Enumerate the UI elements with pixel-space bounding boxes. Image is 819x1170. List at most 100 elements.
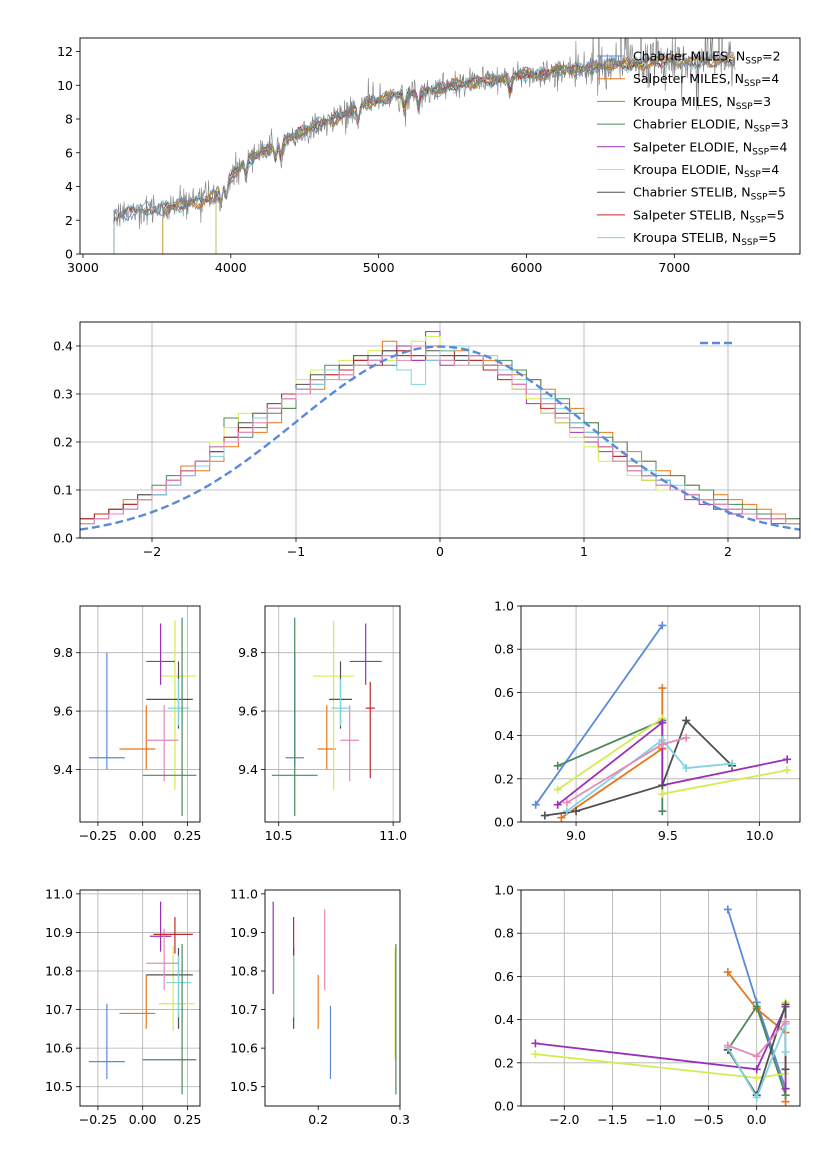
point-marker <box>723 1041 732 1050</box>
y-tick-label: 8 <box>65 112 73 127</box>
error-point <box>119 974 156 1029</box>
point-marker <box>781 1065 790 1074</box>
point-marker <box>752 1093 761 1102</box>
x-tick-label: −0.25 <box>79 828 117 843</box>
point-marker <box>531 1050 540 1059</box>
point-marker <box>783 755 792 764</box>
plot-area <box>113 38 736 254</box>
panel-z_weight: −2.0 −1.5 −1.0 −0.5 0.0 0.0 0.2 0.4 0.6 0.8 1.0 <box>494 883 801 1127</box>
x-tick-label: 9.0 <box>566 828 586 843</box>
error-point <box>146 661 193 729</box>
gaussian-curve <box>80 345 800 531</box>
x-tick-label: 0.25 <box>174 828 202 843</box>
y-tick-label: 10.9 <box>45 925 73 940</box>
error-point <box>119 705 156 770</box>
y-tick-label: 0.6 <box>494 969 514 984</box>
error-point <box>340 705 359 782</box>
point-marker <box>783 766 792 775</box>
point-marker <box>781 1048 790 1056</box>
plot-area <box>88 901 197 1095</box>
error-point <box>146 705 179 782</box>
y-tick-label: 0.1 <box>53 483 73 498</box>
error-point <box>88 652 125 770</box>
y-tick-label: 4 <box>65 179 73 194</box>
histogram-series <box>80 345 800 525</box>
x-tick-label: −0.25 <box>79 1112 117 1127</box>
point-marker <box>723 905 732 914</box>
point-marker <box>531 1039 540 1048</box>
y-tick-label: 10.6 <box>230 1041 258 1056</box>
y-tick-label: 0.4 <box>53 339 73 354</box>
error-point <box>167 678 190 726</box>
point-marker <box>658 740 667 749</box>
plot-area <box>272 901 397 1095</box>
plot-area <box>271 617 382 817</box>
y-tick-label: 1.0 <box>494 883 514 898</box>
x-tick-label: 0.00 <box>129 828 157 843</box>
axes-frame <box>79 37 801 255</box>
panel-age_weight: 9.0 9.5 10.0 0.0 0.2 0.4 0.6 0.8 1.0 <box>494 599 801 843</box>
x-tick-label: 0.3 <box>390 1112 410 1127</box>
error-point <box>153 917 193 954</box>
observed-spectrum <box>113 38 736 230</box>
axes-frame <box>264 889 401 1107</box>
x-tick-label: 0.25 <box>174 1112 202 1127</box>
legend-entry: Kroupa MILES, NSSP=3 <box>633 94 771 112</box>
error-point <box>88 1003 125 1079</box>
point-marker <box>553 761 562 770</box>
y-tick-label: 10.9 <box>230 925 258 940</box>
legend: Chabrier MILES, NSSP=2 Salpeter MILES, NS… <box>597 49 789 248</box>
y-tick-label: 2 <box>65 213 73 228</box>
y-tick-label: 10.7 <box>45 1002 73 1017</box>
x-tick-label: −2 <box>143 544 161 559</box>
weight-series <box>534 624 664 806</box>
y-tick-label: 0.2 <box>494 1055 514 1070</box>
y-tick-label: 0.8 <box>494 926 514 941</box>
point-marker <box>658 718 667 727</box>
weight-series <box>727 1023 787 1100</box>
point-marker <box>752 1002 761 1011</box>
y-tick-label: 0.3 <box>53 387 73 402</box>
y-tick-label: 0.0 <box>494 1099 514 1114</box>
point-marker <box>658 684 667 693</box>
y-tick-label: 10.6 <box>45 1041 73 1056</box>
y-tick-label: 11.0 <box>230 886 258 901</box>
legend-entry: Kroupa STELIB, NSSP=5 <box>633 230 777 248</box>
x-tick-label: 0.0 <box>747 1112 767 1127</box>
x-tick-label: −1.0 <box>645 1112 675 1127</box>
point-marker <box>682 716 691 725</box>
y-tick-label: 10.5 <box>45 1079 73 1094</box>
y-tick-label: 11.0 <box>45 886 73 901</box>
error-point <box>158 945 195 1031</box>
y-tick-label: 9.4 <box>238 762 258 777</box>
point-marker <box>682 764 691 772</box>
error-point <box>142 617 197 817</box>
y-tick-label: 0 <box>65 247 73 262</box>
error-point <box>271 617 318 817</box>
y-tick-label: 10 <box>57 78 73 93</box>
x-tick-label: 0.2 <box>308 1112 328 1127</box>
legend-entry: Salpeter ELODIE, NSSP=4 <box>633 139 788 157</box>
x-tick-label: −2.0 <box>549 1112 579 1127</box>
point-marker <box>658 807 667 816</box>
x-tick-label: 0 <box>436 544 444 559</box>
y-tick-label: 9.8 <box>238 645 258 660</box>
y-tick-label: 10.8 <box>230 964 258 979</box>
y-tick-label: 10.7 <box>230 1002 258 1017</box>
panel-mass_age: 10.5 11.0 9.4 9.6 9.8 <box>238 605 407 843</box>
panel-z_mass: −0.25 0.00 0.25 10.5 10.6 10.7 10.8 10.9 11.0 <box>45 886 201 1127</box>
y-tick-label: 0.4 <box>494 728 514 743</box>
y-tick-label: 0.8 <box>494 642 514 657</box>
axes-frame <box>79 605 201 823</box>
error-point <box>142 944 197 1095</box>
point-marker <box>553 800 562 809</box>
point-marker <box>572 807 581 816</box>
x-tick-label: −1.5 <box>597 1112 627 1127</box>
y-tick-label: 0.4 <box>494 1012 514 1027</box>
error-point <box>146 623 175 685</box>
point-marker <box>752 1073 761 1082</box>
error-point <box>149 901 172 952</box>
plot-area <box>88 617 197 817</box>
axes-frame <box>520 889 801 1107</box>
